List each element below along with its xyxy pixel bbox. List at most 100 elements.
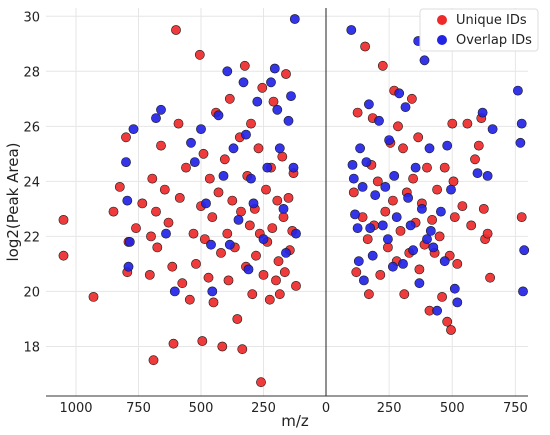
data-point-unique-left xyxy=(261,184,271,195)
y-tick-label: 24 xyxy=(23,175,40,190)
data-point-overlap-right xyxy=(432,305,442,316)
data-point-unique-left xyxy=(174,192,185,203)
data-point-unique-left xyxy=(188,228,199,239)
data-point-unique-right xyxy=(439,162,450,173)
data-point-overlap-left xyxy=(121,157,131,167)
data-point-unique-right xyxy=(360,41,370,52)
data-point-unique-left xyxy=(273,256,284,267)
legend-label-unique: Unique IDs xyxy=(456,13,527,28)
data-point-unique-left xyxy=(244,220,255,231)
data-point-overlap-right xyxy=(370,190,381,200)
data-point-unique-left xyxy=(237,344,248,355)
data-point-unique-right xyxy=(413,132,424,143)
data-point-unique-left xyxy=(224,93,235,104)
data-point-overlap-right xyxy=(439,256,450,267)
data-point-unique-left xyxy=(272,195,283,206)
data-point-overlap-left xyxy=(241,129,251,140)
data-point-overlap-right xyxy=(346,25,357,35)
data-point-overlap-right xyxy=(352,223,363,233)
data-point-overlap-right xyxy=(513,85,523,96)
data-point-overlap-right xyxy=(405,220,416,231)
data-point-overlap-left xyxy=(156,104,166,115)
data-point-overlap-right xyxy=(387,261,398,272)
data-point-unique-left xyxy=(184,294,195,305)
x-tick-label: 250 xyxy=(377,401,402,416)
data-point-unique-right xyxy=(348,187,359,198)
data-point-unique-left xyxy=(114,181,125,192)
data-point-unique-right xyxy=(393,121,403,132)
data-point-overlap-left xyxy=(288,162,299,173)
data-point-overlap-right xyxy=(410,162,421,173)
data-point-unique-left xyxy=(256,377,266,388)
data-point-unique-right xyxy=(375,269,386,280)
data-point-overlap-right xyxy=(394,88,405,99)
data-point-overlap-left xyxy=(233,214,244,225)
data-point-overlap-left xyxy=(196,124,206,135)
data-point-unique-right xyxy=(362,234,373,244)
data-point-unique-left xyxy=(208,297,219,308)
data-point-overlap-left xyxy=(266,77,276,88)
data-points xyxy=(58,14,530,388)
data-point-unique-left xyxy=(271,275,281,286)
data-point-overlap-right xyxy=(472,168,483,178)
data-point-overlap-left xyxy=(258,234,269,244)
data-point-overlap-right xyxy=(348,173,359,184)
data-point-overlap-right xyxy=(380,181,391,192)
data-point-unique-left xyxy=(177,278,188,289)
data-point-overlap-left xyxy=(122,195,133,206)
data-point-unique-right xyxy=(516,212,527,222)
data-point-overlap-right xyxy=(414,278,425,289)
data-point-unique-left xyxy=(146,231,156,242)
data-point-overlap-right xyxy=(425,225,436,236)
data-point-unique-right xyxy=(382,242,393,253)
data-point-unique-right xyxy=(442,316,453,327)
y-tick-label: 28 xyxy=(23,65,40,80)
data-point-overlap-left xyxy=(289,14,300,24)
data-point-overlap-right xyxy=(422,234,432,244)
data-point-unique-left xyxy=(267,223,278,233)
data-point-overlap-right xyxy=(408,245,418,256)
data-point-overlap-right xyxy=(477,107,488,118)
x-tick-labels: 1000 750 500 250 0 250 500 750 xyxy=(59,401,527,416)
data-point-unique-left xyxy=(159,184,170,195)
data-point-overlap-right xyxy=(449,283,460,294)
data-point-overlap-right xyxy=(347,159,358,170)
data-point-unique-right xyxy=(414,264,425,275)
y-tick-label: 20 xyxy=(23,285,40,300)
data-point-overlap-right xyxy=(424,143,435,154)
data-point-unique-left xyxy=(216,247,226,258)
data-point-overlap-right xyxy=(398,258,408,269)
data-point-overlap-right xyxy=(363,99,374,110)
data-point-overlap-left xyxy=(278,203,289,214)
data-point-overlap-left xyxy=(283,115,294,126)
data-point-unique-left xyxy=(198,148,209,159)
data-point-overlap-right xyxy=(355,143,365,154)
data-point-unique-left xyxy=(274,289,285,300)
data-point-overlap-right xyxy=(377,220,388,231)
data-point-unique-left xyxy=(246,118,256,129)
data-point-unique-left xyxy=(258,269,269,280)
data-point-overlap-left xyxy=(252,96,263,107)
data-point-unique-left xyxy=(151,206,161,217)
data-point-overlap-left xyxy=(262,162,273,173)
data-point-overlap-left xyxy=(224,239,235,250)
data-point-unique-right xyxy=(406,93,417,104)
data-point-overlap-right xyxy=(403,192,413,203)
data-point-unique-left xyxy=(239,60,250,71)
data-point-overlap-right xyxy=(357,181,368,192)
data-point-unique-right xyxy=(434,231,445,242)
data-point-unique-left xyxy=(291,280,301,291)
data-point-unique-left xyxy=(191,258,201,269)
data-point-unique-left xyxy=(199,234,210,244)
data-point-unique-left xyxy=(219,154,230,165)
data-point-unique-right xyxy=(457,201,468,211)
data-point-unique-right xyxy=(448,176,459,187)
data-point-overlap-left xyxy=(161,228,171,239)
y-tick-label: 26 xyxy=(23,120,40,135)
data-point-overlap-left xyxy=(218,170,229,181)
data-point-overlap-left xyxy=(222,66,233,77)
x-tick-label: 500 xyxy=(189,401,214,416)
data-point-overlap-right xyxy=(515,137,526,148)
data-point-overlap-right xyxy=(416,203,427,214)
